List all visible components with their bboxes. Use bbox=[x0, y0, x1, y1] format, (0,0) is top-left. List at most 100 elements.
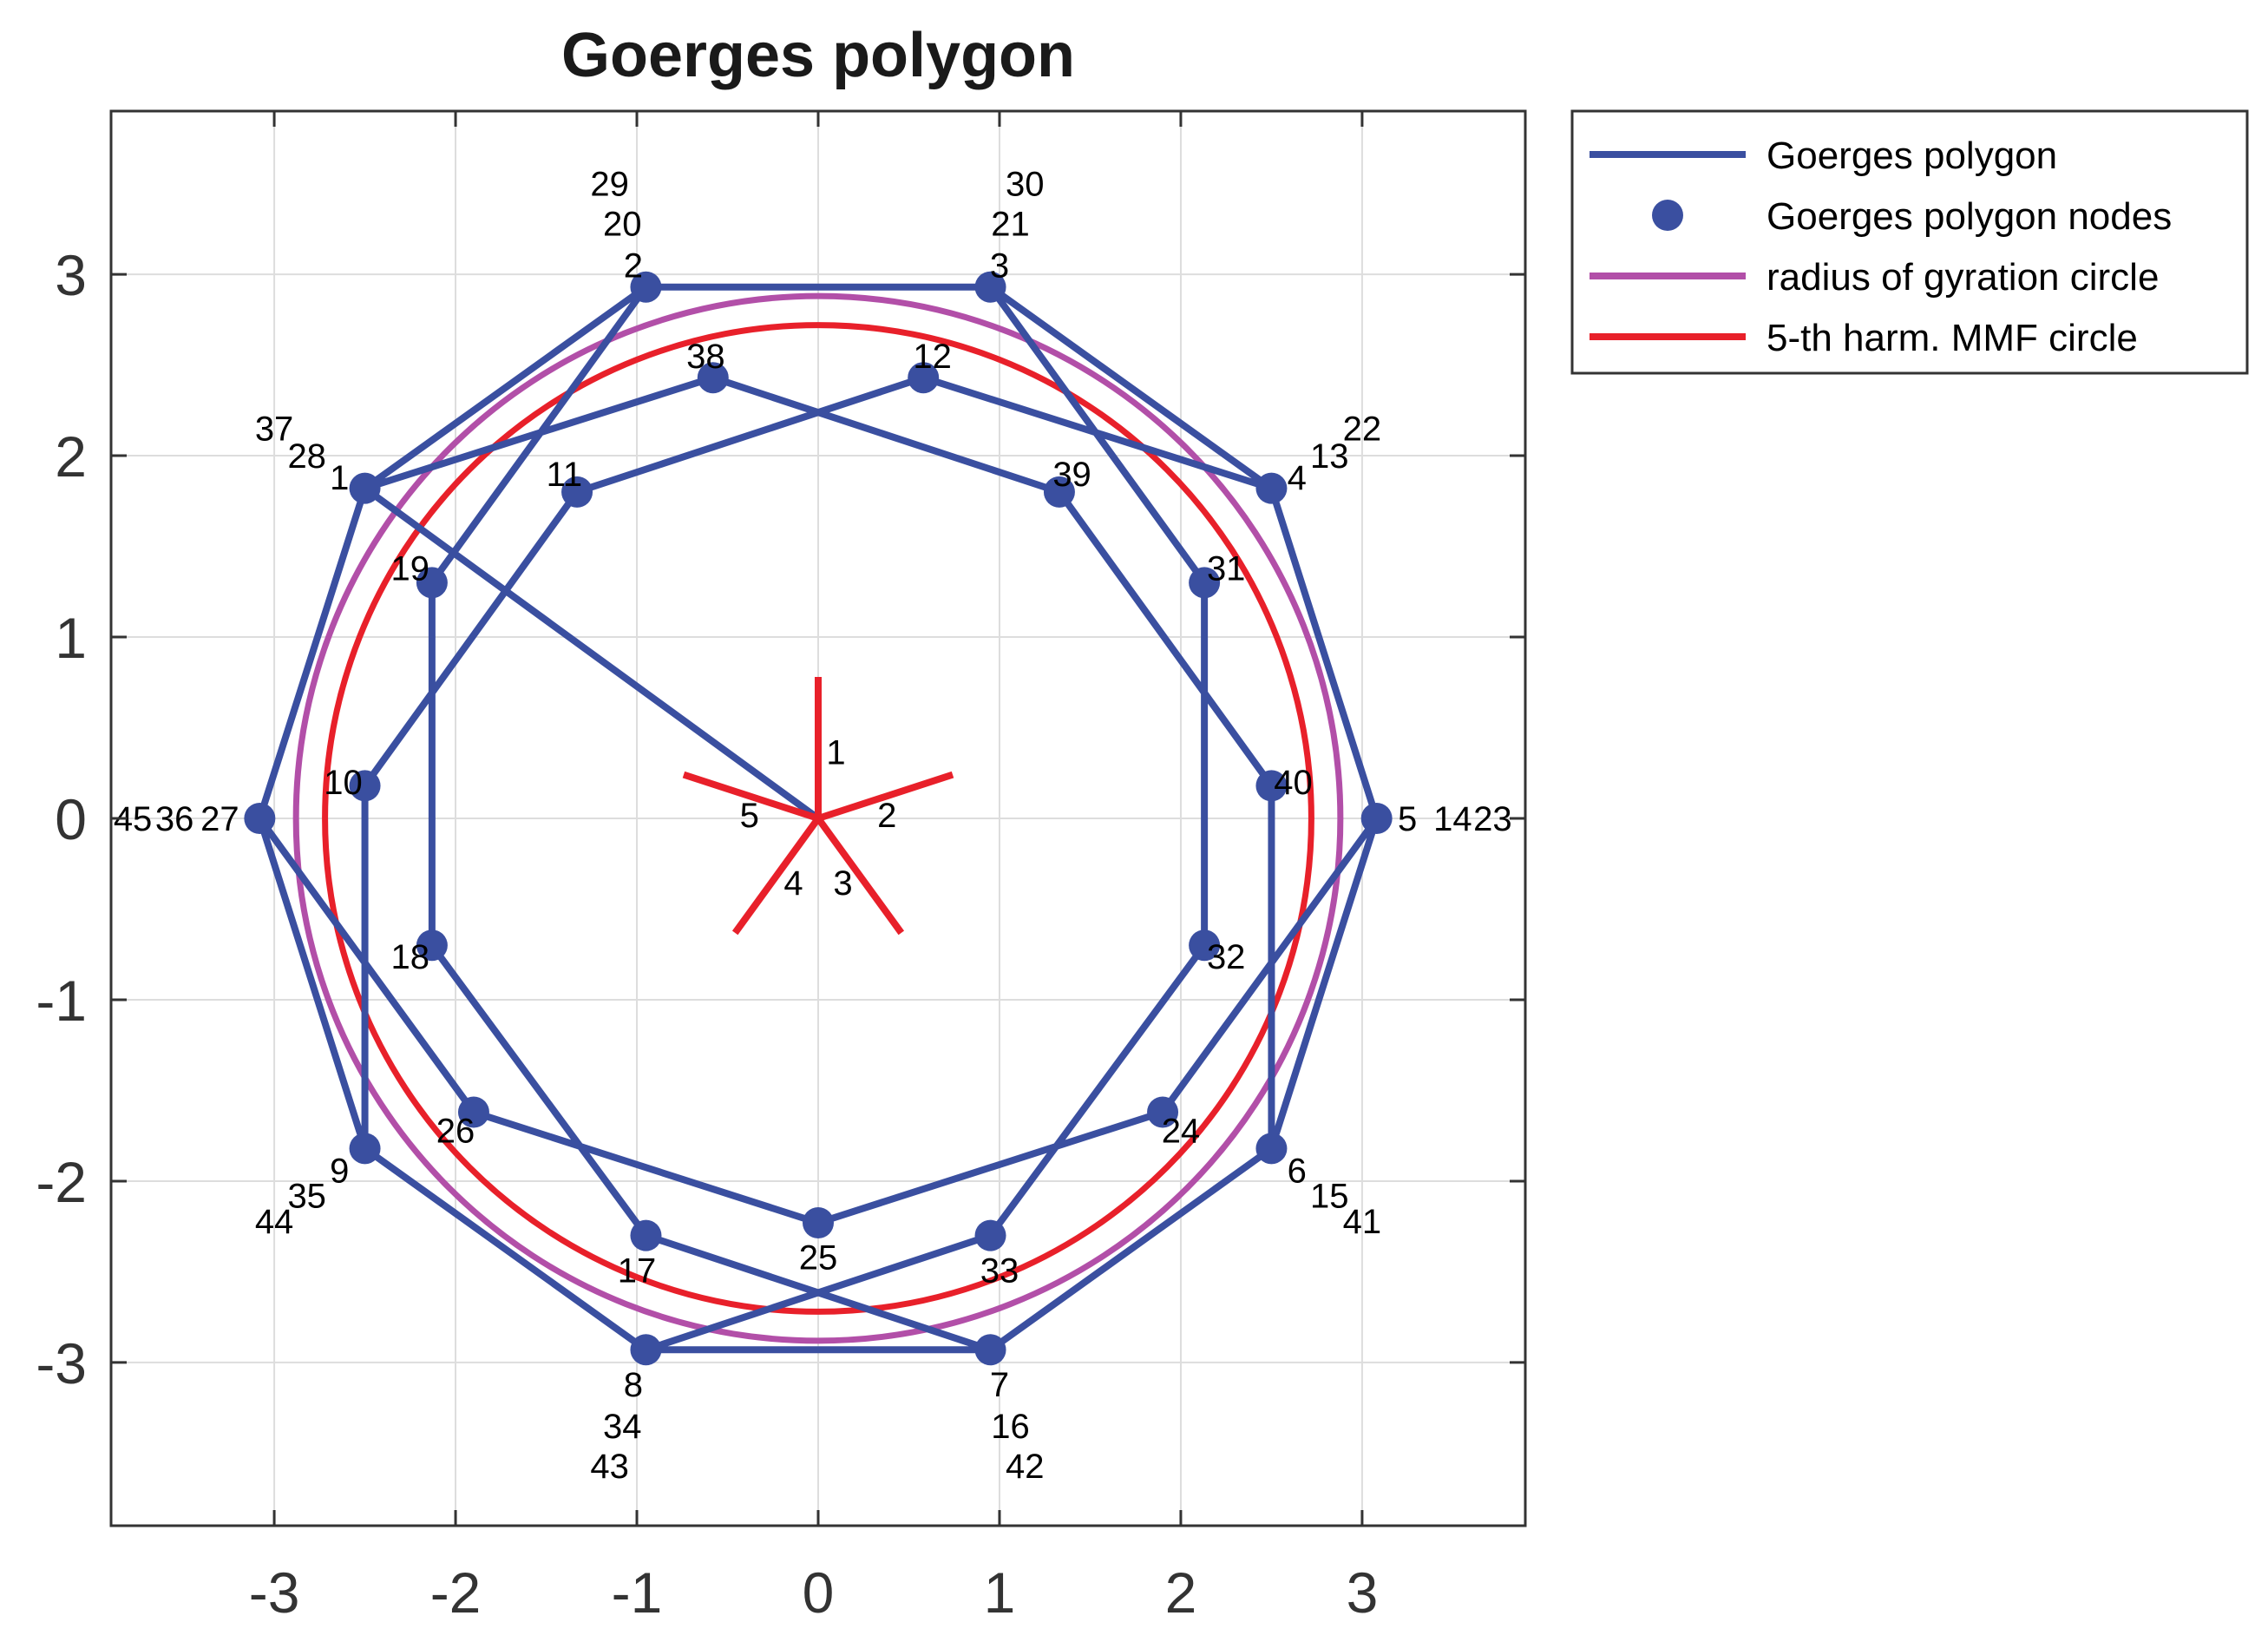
goerges-polygon-node bbox=[457, 1096, 489, 1128]
node-number-label: 12 bbox=[913, 338, 952, 376]
legend-entry-label: Goerges polygon bbox=[1767, 135, 2057, 177]
node-number-label: 6 bbox=[1288, 1152, 1307, 1190]
node-number-label: 34 bbox=[603, 1408, 642, 1446]
node-number-label: 15 bbox=[1310, 1178, 1349, 1216]
legend-entry-label: 5-th harm. MMF circle bbox=[1767, 317, 2138, 359]
phasor-label: 2 bbox=[877, 797, 896, 835]
mmf-5th-harmonic-circle bbox=[322, 322, 1314, 1315]
node-number-label: 24 bbox=[1162, 1112, 1201, 1150]
node-number-label: 9 bbox=[330, 1152, 349, 1190]
goerges-polygon-node bbox=[974, 271, 1006, 303]
goerges-polygon-node bbox=[1043, 476, 1075, 508]
x-tick-label: 1 bbox=[984, 1560, 1016, 1625]
goerges-polygon-node bbox=[974, 1334, 1006, 1366]
goerges-polygon-node bbox=[803, 1207, 834, 1239]
goerges-polygon-node bbox=[1189, 929, 1221, 962]
node-number-label: 8 bbox=[624, 1366, 643, 1404]
node-number-label: 42 bbox=[1006, 1448, 1045, 1486]
x-tick-label: -3 bbox=[249, 1560, 300, 1625]
grid-lines bbox=[111, 111, 1525, 1526]
reference-circles bbox=[292, 292, 1344, 1344]
node-number-label: 21 bbox=[991, 206, 1030, 244]
node-number-label: 10 bbox=[324, 764, 363, 802]
node-number-label: 40 bbox=[1274, 764, 1313, 802]
radius-of-gyration-circle bbox=[292, 292, 1344, 1344]
goerges-polygon-node bbox=[1255, 770, 1288, 802]
goerges-polygon-node bbox=[244, 803, 276, 834]
node-number-label: 29 bbox=[590, 166, 629, 204]
goerges-polygon-node bbox=[630, 271, 662, 303]
node-number-label: 4 bbox=[1288, 459, 1307, 497]
phasor-label: 4 bbox=[783, 864, 803, 903]
node-number-label: 32 bbox=[1207, 938, 1246, 976]
legend: Goerges polygon Goerges polygon nodes radi… bbox=[1570, 109, 2249, 375]
y-tick-label: -2 bbox=[36, 1150, 87, 1214]
node-number-label: 2 bbox=[624, 247, 643, 286]
goerges-polygon-node bbox=[1255, 472, 1288, 504]
goerges-polygon-node bbox=[908, 362, 940, 394]
node-number-label: 18 bbox=[391, 938, 430, 976]
goerges-polygon-node bbox=[630, 1334, 662, 1366]
goerges-polygon-node bbox=[416, 929, 448, 962]
phasor-label: 1 bbox=[826, 733, 845, 772]
x-tick-label: 3 bbox=[1347, 1560, 1379, 1625]
node-number-label: 20 bbox=[603, 206, 642, 244]
node-number-label: 31 bbox=[1207, 550, 1246, 588]
legend-entry-label: Goerges polygon nodes bbox=[1767, 195, 2172, 238]
polygon-layer bbox=[244, 271, 1393, 1366]
node-number-label: 26 bbox=[436, 1112, 475, 1150]
goerges-polygon-node bbox=[697, 362, 729, 394]
y-tick-label: 3 bbox=[55, 243, 87, 307]
goerges-polygon-node bbox=[1360, 803, 1393, 834]
node-number-label: 13 bbox=[1310, 437, 1349, 476]
node-number-label: 11 bbox=[547, 456, 583, 494]
legend-entry-label: radius of gyration circle bbox=[1767, 256, 2159, 299]
node-number-label: 33 bbox=[980, 1251, 1019, 1290]
node-number-label: 39 bbox=[1052, 456, 1091, 494]
y-tick-label: -1 bbox=[36, 969, 87, 1033]
node-number-label: 14 bbox=[1433, 800, 1472, 838]
node-number-label: 43 bbox=[590, 1448, 629, 1486]
goerges-polygon-node bbox=[630, 1219, 662, 1251]
goerges-polygon-node bbox=[416, 567, 448, 599]
phasor-arm bbox=[731, 816, 822, 936]
node-number-label: 28 bbox=[287, 437, 326, 476]
node-number-label: 5 bbox=[1398, 800, 1417, 838]
node-number-label: 30 bbox=[1006, 166, 1045, 204]
node-number-label: 1 bbox=[330, 459, 349, 497]
node-number-label: 23 bbox=[1473, 800, 1512, 838]
y-tick-label: 1 bbox=[55, 606, 87, 670]
goerges-polygon-node bbox=[349, 770, 381, 802]
legend-swatch-marker bbox=[1652, 200, 1683, 231]
goerges-polygon-node bbox=[974, 1219, 1006, 1251]
node-number-label: 27 bbox=[200, 800, 239, 838]
node-number-label: 37 bbox=[255, 410, 294, 449]
node-number-label: 7 bbox=[990, 1366, 1009, 1404]
goerges-polygon-node bbox=[349, 472, 381, 504]
phasor-arm bbox=[816, 771, 954, 822]
node-number-label: 35 bbox=[287, 1178, 326, 1216]
x-tick-label: -1 bbox=[612, 1560, 663, 1625]
goerges-polygon-node bbox=[1147, 1096, 1179, 1128]
y-tick-label: -3 bbox=[36, 1331, 87, 1396]
goerges-polygon-node bbox=[349, 1133, 381, 1165]
x-tick-label: 2 bbox=[1165, 1560, 1197, 1625]
node-number-label: 17 bbox=[618, 1251, 657, 1290]
node-number-label: 16 bbox=[991, 1408, 1030, 1446]
node-number-label: 19 bbox=[391, 550, 430, 588]
phasor-label: 5 bbox=[740, 797, 759, 835]
goerges-polygon-node bbox=[561, 476, 593, 508]
node-number-label: 22 bbox=[1343, 410, 1382, 449]
node-number-label: 36 bbox=[155, 800, 194, 838]
chart-title: Goerges polygon bbox=[561, 21, 1075, 90]
node-number-label: 3 bbox=[990, 247, 1009, 286]
phasor-arm bbox=[815, 816, 905, 936]
goerges-polygon-node bbox=[1189, 567, 1221, 599]
goerges-polygon-line bbox=[256, 283, 1380, 1354]
phasor-label: 3 bbox=[833, 864, 852, 903]
goerges-polygon-node bbox=[1255, 1133, 1288, 1165]
